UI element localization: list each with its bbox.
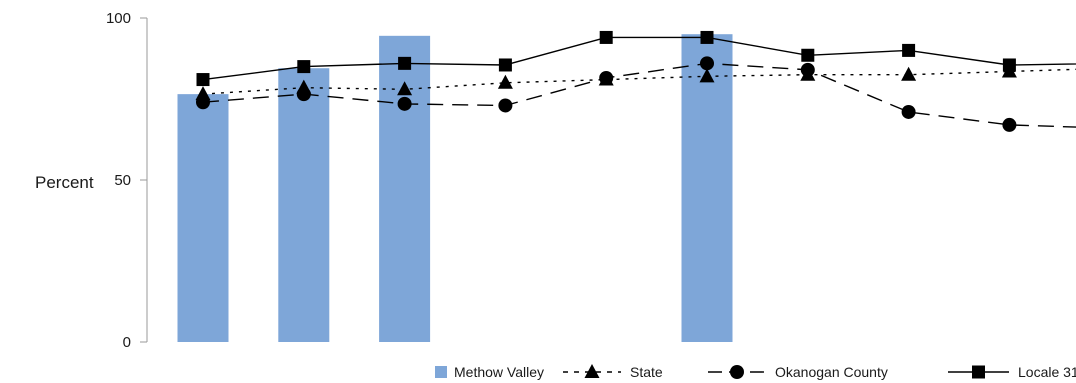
legend-label: Locale 31 xyxy=(1018,364,1076,380)
marker-okanogan-county xyxy=(700,56,714,71)
legend-swatch-methow-valley xyxy=(435,366,447,378)
marker-state xyxy=(497,74,513,89)
line-state xyxy=(202,68,1076,95)
y-axis-ticks: 0 50 100 xyxy=(106,10,147,351)
line-locale-31 xyxy=(202,36,1076,81)
marker-locale-31 xyxy=(599,30,613,44)
y-tick-label: 50 xyxy=(114,172,131,189)
marker-locale-31 xyxy=(1002,58,1016,72)
marker-locale-31 xyxy=(498,58,512,72)
y-tick-label: 0 xyxy=(123,334,131,351)
marker-okanogan-county xyxy=(901,104,916,119)
marker-locale-31 xyxy=(902,43,916,57)
marker-state xyxy=(699,68,715,83)
y-axis-label: Percent xyxy=(35,173,94,192)
series-okanogan-county xyxy=(196,56,1076,132)
bar-series xyxy=(177,34,733,342)
bar-methow-valley xyxy=(278,68,330,342)
marker-okanogan-county xyxy=(1002,117,1017,132)
legend-marker-state xyxy=(584,364,600,378)
marker-state xyxy=(397,81,413,96)
marker-okanogan-county xyxy=(599,70,614,85)
legend-marker-locale-31 xyxy=(972,365,985,379)
legend: Methow Valley State Okanogan County Locale … xyxy=(435,364,1076,380)
marker-locale-31 xyxy=(196,73,210,87)
marker-okanogan-county xyxy=(196,95,210,110)
legend-marker-okanogan-county xyxy=(730,365,744,379)
legend-label: Methow Valley xyxy=(454,364,544,380)
line-series xyxy=(195,30,1076,132)
legend-label: State xyxy=(630,364,663,380)
y-tick-label: 100 xyxy=(106,10,131,27)
bar-methow-valley xyxy=(177,94,229,342)
legend-label: Okanogan County xyxy=(775,364,888,380)
marker-locale-31 xyxy=(297,60,311,74)
marker-locale-31 xyxy=(801,48,815,62)
marker-okanogan-county xyxy=(800,62,815,77)
bar-methow-valley xyxy=(681,34,733,342)
marker-okanogan-county xyxy=(397,96,412,111)
marker-locale-31 xyxy=(700,30,714,44)
series-locale-31 xyxy=(196,30,1076,87)
marker-okanogan-county xyxy=(296,87,311,102)
line-okanogan-county xyxy=(202,62,1076,128)
marker-state xyxy=(901,66,917,81)
marker-okanogan-county xyxy=(498,98,513,113)
marker-locale-31 xyxy=(398,56,412,70)
